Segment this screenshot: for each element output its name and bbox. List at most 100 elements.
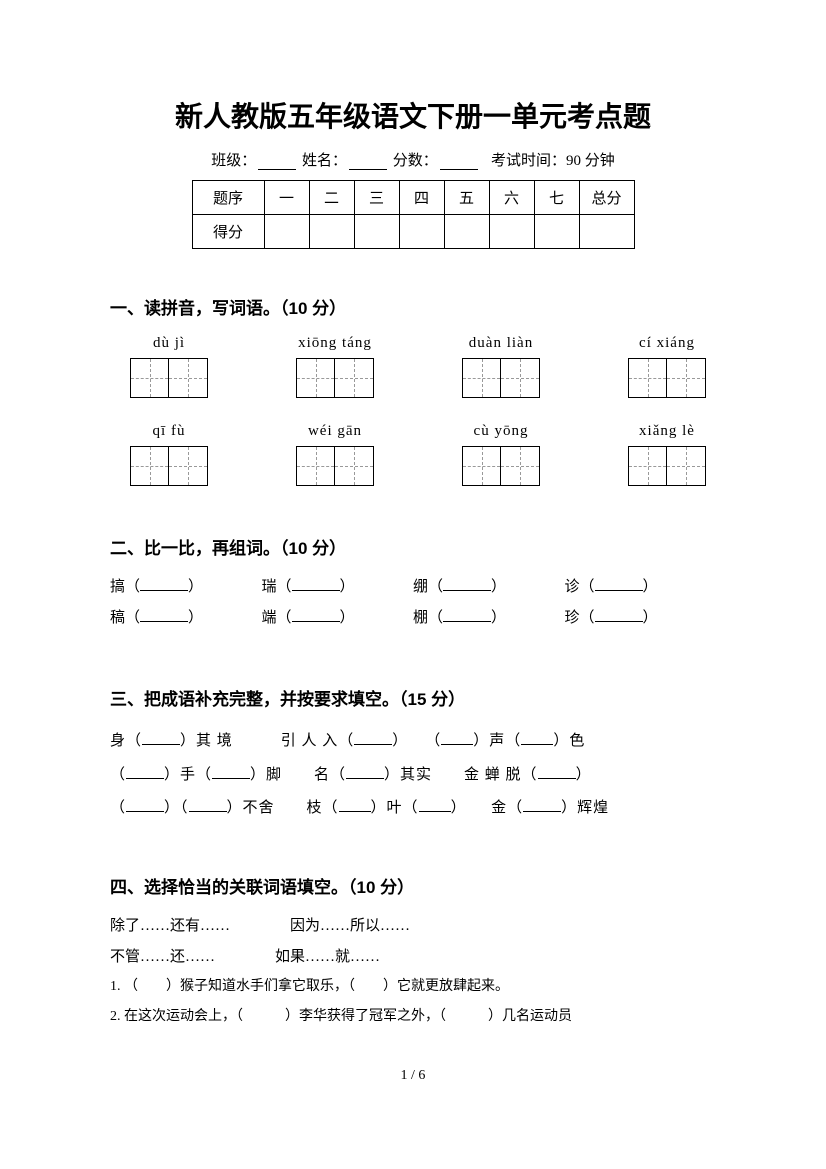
blank xyxy=(346,778,384,779)
class-label: 班级： xyxy=(211,153,256,169)
pinyin-label: cí xiáng xyxy=(639,335,695,352)
blank xyxy=(595,590,643,591)
char: 绷 xyxy=(413,579,428,595)
blank xyxy=(523,811,561,812)
tianzi-grid xyxy=(628,358,706,398)
char: 棚 xyxy=(413,610,428,626)
td-score-label: 得分 xyxy=(192,215,264,249)
word-row: 稿（） 端（） 棚（） 珍（） xyxy=(110,606,716,627)
th-6: 六 xyxy=(489,181,534,215)
section-2-title: 二、比一比，再组词。（10 分） xyxy=(110,534,716,559)
name-label: 姓名： xyxy=(302,153,347,169)
word-row: 搞（） 瑞（） 绷（） 诊（） xyxy=(110,575,716,596)
blank xyxy=(142,744,180,745)
pinyin-label: dù jì xyxy=(153,335,185,352)
conj-options-2: 不管……还…… 如果……就…… xyxy=(110,945,716,966)
option: 除了……还有…… xyxy=(110,914,230,935)
th-5: 五 xyxy=(444,181,489,215)
section-1-title: 一、读拼音，写词语。（10 分） xyxy=(110,294,716,319)
pinyin-label: duàn liàn xyxy=(469,335,533,352)
blank xyxy=(212,778,250,779)
td-blank xyxy=(354,215,399,249)
tianzi-grid xyxy=(130,358,208,398)
pinyin-label: cù yōng xyxy=(474,423,529,440)
blank xyxy=(538,778,576,779)
pinyin-label: xiōng táng xyxy=(298,335,372,352)
blank xyxy=(419,811,451,812)
section-2: 二、比一比，再组词。（10 分） 搞（） 瑞（） 绷（） 诊（） 稿（） 端（）… xyxy=(110,534,716,637)
page-title: 新人教版五年级语文下册一单元考点题 xyxy=(110,95,716,135)
tianzi-grid xyxy=(296,446,374,486)
blank xyxy=(126,811,164,812)
blank xyxy=(443,621,491,622)
char: 瑞 xyxy=(262,579,277,595)
pinyin-row-1: dù jì xiōng táng duàn liàn cí xiáng xyxy=(110,335,716,398)
th-2: 二 xyxy=(309,181,354,215)
char: 端 xyxy=(262,610,277,626)
td-blank xyxy=(444,215,489,249)
name-blank xyxy=(349,169,387,170)
blank xyxy=(443,590,491,591)
blank xyxy=(339,811,371,812)
tianzi-grid xyxy=(130,446,208,486)
th-3: 三 xyxy=(354,181,399,215)
td-blank xyxy=(579,215,634,249)
word-compare: 搞（） 瑞（） 绷（） 诊（） 稿（） 端（） 棚（） 珍（） xyxy=(110,575,716,637)
pinyin-label: xiǎng lè xyxy=(639,423,695,440)
score-table: 题序 一 二 三 四 五 六 七 总分 得分 xyxy=(192,180,635,249)
th-total: 总分 xyxy=(579,181,634,215)
page-number: 1 / 6 xyxy=(110,1068,716,1084)
td-blank xyxy=(489,215,534,249)
th-4: 四 xyxy=(399,181,444,215)
blank xyxy=(126,778,164,779)
th-7: 七 xyxy=(534,181,579,215)
td-blank xyxy=(399,215,444,249)
option: 因为……所以…… xyxy=(290,914,410,935)
blank xyxy=(441,744,473,745)
exam-info-line: 班级： 姓名： 分数： 考试时间：90 分钟 xyxy=(110,149,716,170)
table-row: 题序 一 二 三 四 五 六 七 总分 xyxy=(192,181,634,215)
idiom-line: （）（）不舍 枝（）叶（） 金（）辉煌 xyxy=(110,793,716,825)
th-seq: 题序 xyxy=(192,181,264,215)
blank xyxy=(140,590,188,591)
blank xyxy=(595,621,643,622)
td-blank xyxy=(264,215,309,249)
blank xyxy=(354,744,392,745)
score-label: 分数： xyxy=(393,153,438,169)
conj-options-1: 除了……还有…… 因为……所以…… xyxy=(110,914,716,935)
blank xyxy=(292,621,340,622)
th-1: 一 xyxy=(264,181,309,215)
idiom-line: （）手（）脚 名（）其实 金 蝉 脱（） xyxy=(110,760,716,792)
table-row: 得分 xyxy=(192,215,634,249)
score-blank xyxy=(440,169,478,170)
pinyin-row-2: qī fù wéi gān cù yōng xiǎng lè xyxy=(110,423,716,486)
tianzi-grid xyxy=(462,446,540,486)
blank xyxy=(521,744,553,745)
td-blank xyxy=(534,215,579,249)
section-4-title: 四、选择恰当的关联词语填空。（10 分） xyxy=(110,873,716,898)
tianzi-grid xyxy=(296,358,374,398)
blank xyxy=(140,621,188,622)
char: 稿 xyxy=(110,610,125,626)
section-3-title: 三、把成语补充完整，并按要求填空。（15 分） xyxy=(110,685,716,710)
char: 诊 xyxy=(565,579,580,595)
section-3: 三、把成语补充完整，并按要求填空。（15 分） 身（）其 境 引 人 入（） （… xyxy=(110,685,716,825)
pinyin-label: wéi gān xyxy=(308,423,362,440)
question-2: 2. 在这次运动会上，（ ）李华获得了冠军之外，（ ）几名运动员 xyxy=(110,1006,716,1028)
option: 不管……还…… xyxy=(110,945,215,966)
class-blank xyxy=(258,169,296,170)
idiom-line: 身（）其 境 引 人 入（） （）声（）色 xyxy=(110,726,716,758)
char: 搞 xyxy=(110,579,125,595)
option: 如果……就…… xyxy=(275,945,380,966)
section-4: 四、选择恰当的关联词语填空。（10 分） 除了……还有…… 因为……所以…… 不… xyxy=(110,873,716,1029)
pinyin-label: qī fù xyxy=(153,423,186,440)
blank xyxy=(189,811,227,812)
tianzi-grid xyxy=(628,446,706,486)
tianzi-grid xyxy=(462,358,540,398)
td-blank xyxy=(309,215,354,249)
question-1: 1. （ ）猴子知道水手们拿它取乐，（ ）它就更放肆起来。 xyxy=(110,976,716,998)
char: 珍 xyxy=(565,610,580,626)
exam-time: 考试时间：90 分钟 xyxy=(491,153,615,169)
section-1: 一、读拼音，写词语。（10 分） dù jì xiōng táng duàn l… xyxy=(110,294,716,486)
blank xyxy=(292,590,340,591)
